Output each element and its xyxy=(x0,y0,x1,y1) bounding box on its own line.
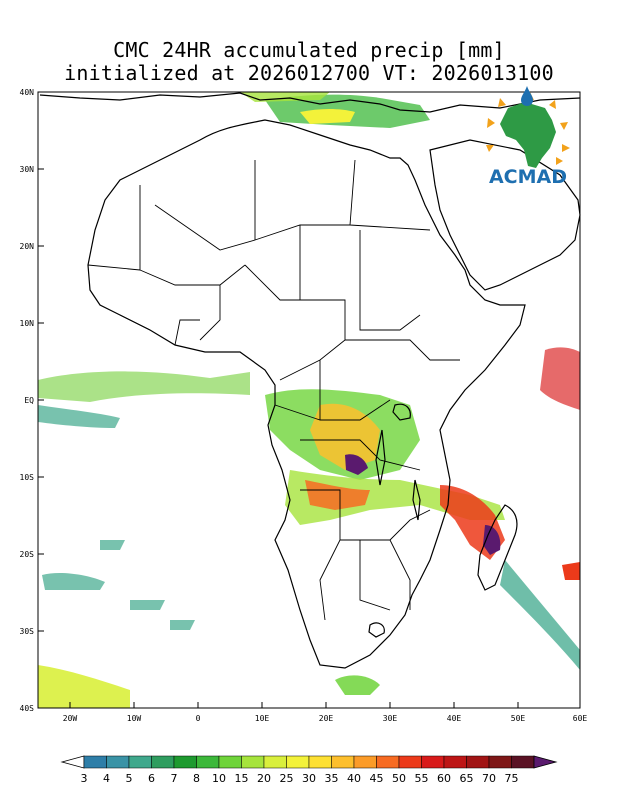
colorbar-label: 70 xyxy=(482,772,496,785)
colorbar-swatch xyxy=(128,755,152,769)
lat-label: 30N xyxy=(20,165,35,174)
colorbar-swatch xyxy=(398,755,422,769)
precip-shading xyxy=(38,92,580,708)
lon-label: 40E xyxy=(447,714,462,723)
colorbar-swatch xyxy=(443,755,467,769)
acmad-logo: ACMAD xyxy=(486,86,570,188)
colorbar-label: 25 xyxy=(280,772,294,785)
colorbar-swatch xyxy=(376,755,400,769)
logo-africa-shape xyxy=(500,102,556,168)
precip-s-atlantic-2 xyxy=(130,600,165,610)
logo-sun-rays xyxy=(486,92,570,165)
colorbar-swatch xyxy=(173,755,197,769)
africa-coastline xyxy=(87,119,526,669)
lat-label: 40S xyxy=(20,704,35,713)
colorbar-label: 5 xyxy=(126,772,133,785)
precip-southwest xyxy=(38,665,130,708)
colorbar-swatch xyxy=(466,755,490,769)
colorbar-swatch xyxy=(488,755,512,769)
colorbar-label: 55 xyxy=(415,772,429,785)
colorbar-swatch xyxy=(421,755,445,769)
colorbar-label: 65 xyxy=(460,772,474,785)
colorbar-label: 10 xyxy=(212,772,226,785)
precip-madagascar-max xyxy=(483,525,501,555)
colorbar-swatch xyxy=(308,755,332,769)
precip-med-yellow xyxy=(300,109,355,124)
colorbar-label: 75 xyxy=(505,772,519,785)
lon-labels: 20W 10W 0 10E 20E 30E 40E 50E 60E xyxy=(63,714,588,723)
precip-indian-ocean xyxy=(500,560,580,670)
colorbar-label: 6 xyxy=(148,772,155,785)
precip-south-patch xyxy=(335,675,380,695)
lat-labels: 40N 30N 20N 10N EQ 10S 20S 30S 40S xyxy=(20,88,35,713)
colorbar-label: 7 xyxy=(171,772,178,785)
colorbar-label: 4 xyxy=(103,772,110,785)
lat-label: EQ xyxy=(24,396,34,405)
colorbar-swatch xyxy=(218,755,242,769)
lon-label: 10W xyxy=(127,714,142,723)
precip-sw-atlantic xyxy=(42,572,105,590)
madagascar-coastline xyxy=(477,504,518,591)
arabia-coastline xyxy=(429,139,581,291)
chart-title-line1: CMC 24HR accumulated precip [mm] xyxy=(113,38,505,62)
lat-label: 10S xyxy=(20,473,35,482)
logo-water-drop xyxy=(521,86,533,106)
axis-ticks xyxy=(38,91,581,709)
precip-east-indian xyxy=(540,347,580,410)
lon-label: 20E xyxy=(319,714,334,723)
colorbar-label: 35 xyxy=(325,772,339,785)
chart-title-line2: initialized at 2026012700 VT: 2026013100 xyxy=(64,61,554,85)
colorbar-swatch xyxy=(511,755,535,769)
colorbar-swatch xyxy=(241,755,265,769)
coastlines xyxy=(39,92,581,669)
colorbar-swatch xyxy=(263,755,287,769)
precip-s-atlantic-3 xyxy=(170,620,195,630)
logo-text: ACMAD xyxy=(489,166,567,188)
colorbar-swatch xyxy=(331,755,355,769)
colorbar-label: 40 xyxy=(347,772,361,785)
colorbar-label: 60 xyxy=(437,772,451,785)
colorbar-over-triangle xyxy=(533,755,558,769)
colorbar-swatch xyxy=(151,755,175,769)
lat-label: 20S xyxy=(20,550,35,559)
precip-itcz-west xyxy=(38,405,120,428)
colorbar-under-triangle xyxy=(60,755,85,769)
colorbar: 3 4 5 6 7 8 10 15 20 25 30 35 40 45 50 55 60 65 70 75 xyxy=(60,755,558,785)
lon-label: 10E xyxy=(255,714,270,723)
colorbar-swatch xyxy=(83,755,107,769)
lat-label: 10N xyxy=(20,319,35,328)
precip-congo-max xyxy=(345,454,368,475)
colorbar-label: 30 xyxy=(302,772,316,785)
europe-coastline xyxy=(39,92,581,113)
lon-label: 50E xyxy=(511,714,526,723)
lake-malawi xyxy=(412,479,421,521)
lon-label: 20W xyxy=(63,714,78,723)
lon-label: 0 xyxy=(196,714,201,723)
precip-itcz-atlantic xyxy=(38,371,250,402)
colorbar-label: 50 xyxy=(392,772,406,785)
lake-victoria xyxy=(392,403,411,421)
lesotho-border xyxy=(368,622,385,638)
lat-label: 20N xyxy=(20,242,35,251)
colorbar-label: 45 xyxy=(370,772,384,785)
colorbar-label: 15 xyxy=(235,772,249,785)
country-boundaries xyxy=(87,159,460,621)
colorbar-label: 8 xyxy=(193,772,200,785)
precip-s-atlantic-1 xyxy=(100,540,125,550)
precip-angola-core xyxy=(305,480,370,510)
precip-east-patch xyxy=(562,562,580,580)
lon-label: 60E xyxy=(573,714,588,723)
colorbar-swatch xyxy=(353,755,377,769)
lat-label: 40N xyxy=(20,88,35,97)
lake-tanganyika xyxy=(375,429,386,486)
lon-label: 30E xyxy=(383,714,398,723)
colorbar-swatch xyxy=(106,755,130,769)
colorbar-swatch xyxy=(196,755,220,769)
lat-label: 30S xyxy=(20,627,35,636)
colorbar-label: 20 xyxy=(257,772,271,785)
colorbar-label: 3 xyxy=(81,772,88,785)
colorbar-swatch xyxy=(286,755,310,769)
